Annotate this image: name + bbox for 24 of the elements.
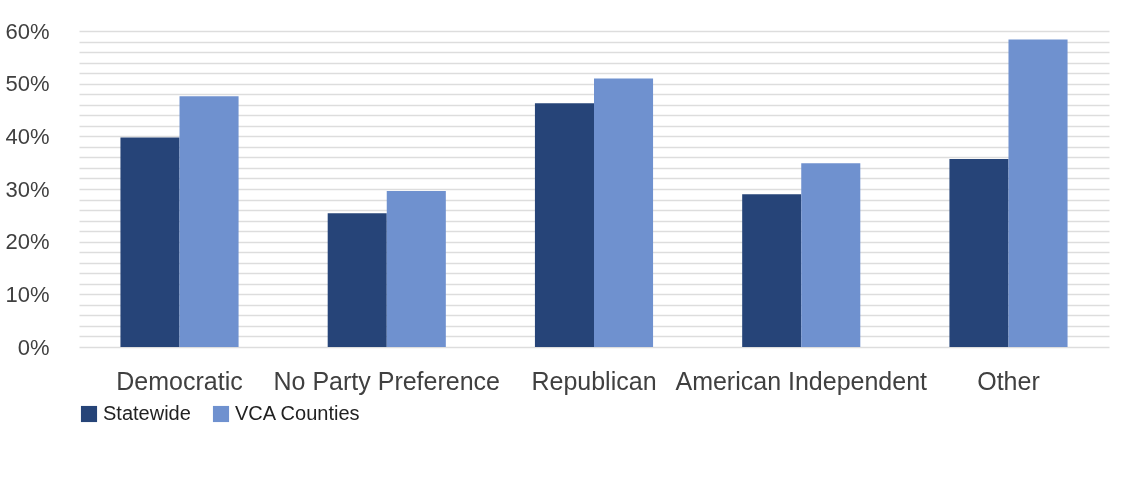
bar	[742, 194, 802, 347]
x-tick-label: Democratic	[116, 366, 243, 395]
y-tick-label: 10%	[5, 281, 50, 307]
x-tick-label: Republican	[531, 366, 657, 395]
bar	[594, 78, 654, 347]
y-tick-label: 20%	[5, 229, 50, 255]
y-tick-label: 50%	[5, 71, 50, 97]
bar	[120, 137, 180, 347]
bar	[1008, 39, 1068, 347]
legend-label: VCA Counties	[235, 402, 360, 424]
bar	[179, 96, 239, 347]
legend-label: Statewide	[103, 402, 191, 424]
bar	[534, 103, 594, 347]
x-tick-label: Other	[977, 366, 1040, 395]
y-tick-label: 0%	[17, 334, 50, 360]
y-tick-label: 40%	[5, 123, 50, 149]
bar	[949, 158, 1009, 347]
bar	[386, 191, 446, 347]
y-tick-label: 30%	[5, 176, 50, 202]
x-tick-label: American Independent	[675, 366, 928, 395]
bar	[327, 213, 387, 347]
bar	[801, 163, 861, 347]
x-tick-label: No Party Preference	[273, 366, 501, 395]
y-tick-label: 60%	[5, 18, 50, 44]
